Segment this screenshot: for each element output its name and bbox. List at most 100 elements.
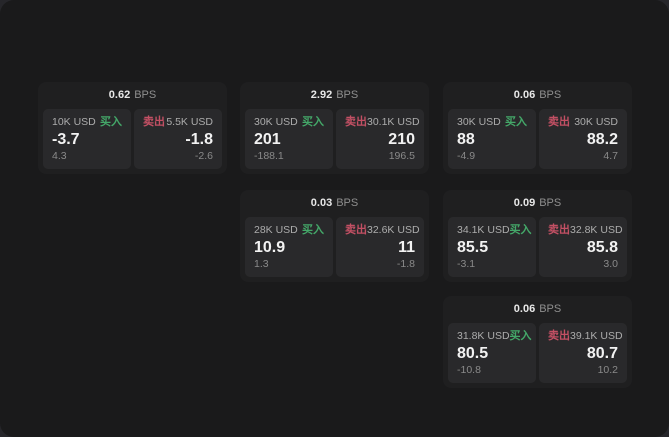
sell-price: 88.2 — [586, 131, 618, 148]
sell-panel[interactable]: 卖出 32.8K USD 85.8 3.0 — [539, 217, 627, 277]
sell-side-label: 卖出 — [548, 330, 570, 342]
sell-panel-top: 卖出 30.1K USD — [345, 117, 420, 128]
quote-card: 0.09 BPS 34.1K USD 买入 85.5 -3.1 卖出 32.8K… — [443, 190, 632, 282]
buy-delta: -3.1 — [457, 258, 476, 270]
quote-panels: 10K USD 买入 -3.7 4.3 卖出 5.5K USD -1.8 -2.… — [43, 109, 222, 169]
bps-unit-label: BPS — [336, 89, 359, 101]
spread-value: 0.06 — [513, 303, 536, 315]
buy-side-label: 买入 — [302, 224, 324, 236]
buy-panel-top: 31.8K USD 买入 — [457, 330, 532, 342]
quote-panels: 28K USD 买入 10.9 1.3 卖出 32.6K USD 11 -1.8 — [245, 217, 424, 277]
buy-price: -3.7 — [52, 131, 80, 148]
buy-side-label: 买入 — [100, 116, 122, 128]
sell-delta: -1.8 — [396, 258, 415, 270]
buy-side-label: 买入 — [509, 224, 532, 236]
buy-price: 201 — [254, 131, 281, 148]
quote-panels: 34.1K USD 买入 85.5 -3.1 卖出 32.8K USD 85.8… — [448, 217, 627, 277]
spread-value: 0.03 — [310, 197, 333, 209]
buy-panel-top: 34.1K USD 买入 — [457, 224, 532, 236]
quote-card: 0.06 BPS 31.8K USD 买入 80.5 -10.8 卖出 39.1… — [443, 296, 632, 388]
sell-amount: 30K USD — [574, 116, 618, 128]
sell-side-label: 卖出 — [143, 116, 165, 128]
sell-amount: 5.5K USD — [166, 116, 213, 128]
sell-side-label: 卖出 — [548, 224, 570, 236]
buy-panel[interactable]: 30K USD 买入 88 -4.9 — [448, 109, 536, 169]
buy-delta: -188.1 — [254, 150, 284, 162]
buy-panel-top: 30K USD 买入 — [457, 117, 527, 128]
sell-price: -1.8 — [185, 131, 213, 148]
spread-value: 0.62 — [108, 89, 131, 101]
sell-price: 80.7 — [586, 345, 618, 362]
buy-panel[interactable]: 30K USD 买入 201 -188.1 — [245, 109, 333, 169]
sell-amount: 32.8K USD — [570, 224, 623, 236]
sell-side-label: 卖出 — [548, 116, 570, 128]
spread-header: 0.06 BPS — [443, 296, 632, 323]
quote-card: 2.92 BPS 30K USD 买入 201 -188.1 卖出 30.1K … — [240, 82, 429, 174]
spread-header: 0.62 BPS — [38, 82, 227, 109]
buy-panel[interactable]: 34.1K USD 买入 85.5 -3.1 — [448, 217, 536, 277]
sell-panel-top: 卖出 32.6K USD — [345, 224, 420, 236]
sell-panel-top: 卖出 5.5K USD — [143, 117, 213, 128]
buy-panel-top: 10K USD 买入 — [52, 117, 122, 128]
sell-delta: 196.5 — [388, 150, 415, 162]
buy-amount: 31.8K USD — [457, 330, 510, 342]
sell-panel[interactable]: 卖出 32.6K USD 11 -1.8 — [336, 217, 424, 277]
buy-amount: 28K USD — [254, 224, 298, 236]
sell-price: 85.8 — [586, 239, 618, 256]
sell-panel[interactable]: 卖出 30K USD 88.2 4.7 — [539, 109, 627, 169]
sell-side-label: 卖出 — [345, 224, 367, 236]
buy-delta: 1.3 — [254, 258, 269, 270]
buy-amount: 30K USD — [457, 116, 501, 128]
buy-delta: 4.3 — [52, 150, 67, 162]
sell-panel-top: 卖出 32.8K USD — [548, 224, 623, 236]
buy-panel[interactable]: 31.8K USD 买入 80.5 -10.8 — [448, 323, 536, 383]
sell-amount: 39.1K USD — [570, 330, 623, 342]
sell-panel-top: 卖出 39.1K USD — [548, 330, 623, 342]
sell-delta: 3.0 — [603, 258, 618, 270]
buy-amount: 34.1K USD — [457, 224, 510, 236]
sell-panel[interactable]: 卖出 5.5K USD -1.8 -2.6 — [134, 109, 222, 169]
buy-panel-top: 28K USD 买入 — [254, 225, 324, 236]
sell-delta: 4.7 — [603, 150, 618, 162]
buy-side-label: 买入 — [302, 116, 324, 128]
buy-panel[interactable]: 10K USD 买入 -3.7 4.3 — [43, 109, 131, 169]
sell-amount: 30.1K USD — [367, 116, 420, 128]
bps-unit-label: BPS — [134, 89, 157, 101]
bps-unit-label: BPS — [336, 197, 359, 209]
sell-delta: 10.2 — [597, 364, 618, 376]
sell-amount: 32.6K USD — [367, 224, 420, 236]
spread-header: 2.92 BPS — [240, 82, 429, 109]
quote-card: 0.06 BPS 30K USD 买入 88 -4.9 卖出 30K USD 8… — [443, 82, 632, 174]
quote-card: 0.03 BPS 28K USD 买入 10.9 1.3 卖出 32.6K US… — [240, 190, 429, 282]
buy-price: 80.5 — [457, 345, 489, 362]
quote-card: 0.62 BPS 10K USD 买入 -3.7 4.3 卖出 5.5K USD… — [38, 82, 227, 174]
buy-price: 85.5 — [457, 239, 489, 256]
sell-delta: -2.6 — [194, 150, 213, 162]
bps-unit-label: BPS — [539, 303, 562, 315]
buy-panel[interactable]: 28K USD 买入 10.9 1.3 — [245, 217, 333, 277]
spread-value: 0.09 — [513, 197, 536, 209]
quote-panels: 30K USD 买入 201 -188.1 卖出 30.1K USD 210 1… — [245, 109, 424, 169]
buy-amount: 30K USD — [254, 116, 298, 128]
buy-side-label: 买入 — [505, 116, 527, 128]
bps-unit-label: BPS — [539, 197, 562, 209]
buy-amount: 10K USD — [52, 116, 96, 128]
buy-price: 88 — [457, 131, 475, 148]
bps-unit-label: BPS — [539, 89, 562, 101]
buy-side-label: 买入 — [509, 330, 532, 342]
spread-header: 0.06 BPS — [443, 82, 632, 109]
buy-panel-top: 30K USD 买入 — [254, 117, 324, 128]
sell-price: 210 — [388, 131, 415, 148]
spread-header: 0.09 BPS — [443, 190, 632, 217]
spread-value: 0.06 — [513, 89, 536, 101]
buy-delta: -10.8 — [457, 364, 481, 376]
sell-panel[interactable]: 卖出 30.1K USD 210 196.5 — [336, 109, 424, 169]
quote-panels: 30K USD 买入 88 -4.9 卖出 30K USD 88.2 4.7 — [448, 109, 627, 169]
sell-panel-top: 卖出 30K USD — [548, 117, 618, 128]
quote-panels: 31.8K USD 买入 80.5 -10.8 卖出 39.1K USD 80.… — [448, 323, 627, 383]
sell-price: 11 — [398, 239, 415, 256]
sell-panel[interactable]: 卖出 39.1K USD 80.7 10.2 — [539, 323, 627, 383]
spread-header: 0.03 BPS — [240, 190, 429, 217]
